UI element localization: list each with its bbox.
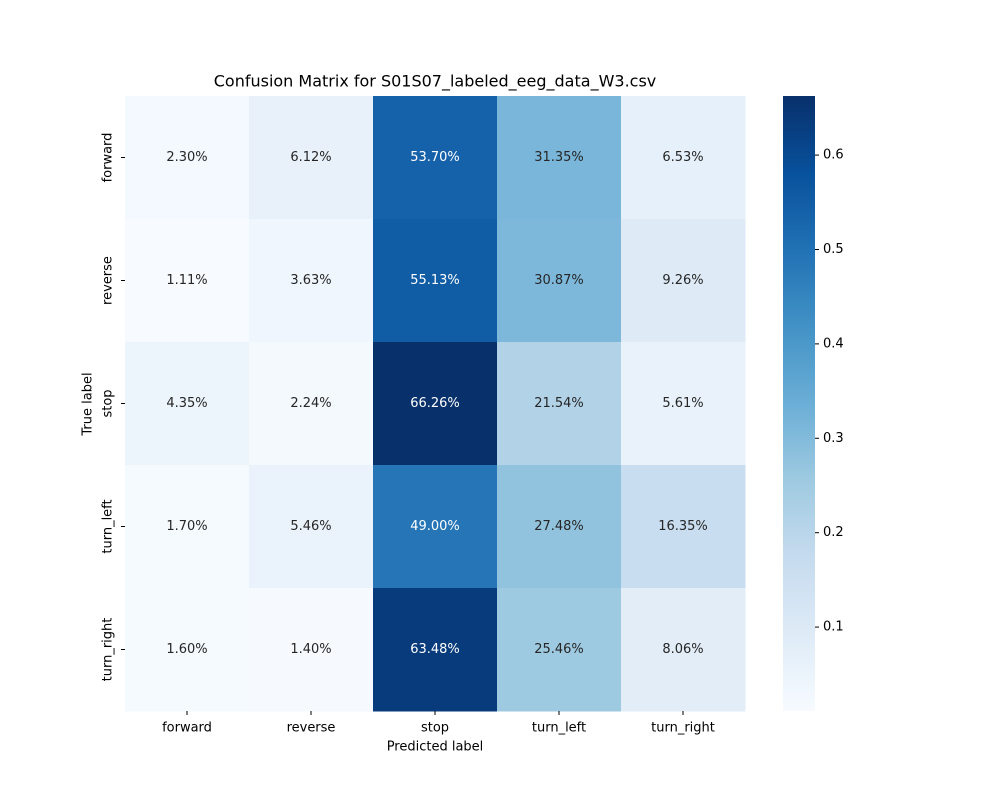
heatmap-cell xyxy=(373,219,498,343)
heatmap-cell xyxy=(125,342,250,466)
cell-label: 1.40% xyxy=(290,642,331,657)
cell-label: 66.26% xyxy=(410,396,460,411)
cell-label: 1.11% xyxy=(166,273,207,288)
cell-label: 4.35% xyxy=(166,396,207,411)
heatmap-cell xyxy=(249,465,374,589)
cell-label: 27.48% xyxy=(534,519,584,534)
heatmap-cell xyxy=(373,96,498,220)
heatmap-cell xyxy=(497,96,622,220)
cell-label: 1.60% xyxy=(166,642,207,657)
cell-label: 2.24% xyxy=(290,396,331,411)
x-tick-label: forward xyxy=(162,721,212,736)
cell-label: 55.13% xyxy=(410,273,460,288)
x-tick-label: reverse xyxy=(287,721,336,736)
cell-label: 3.63% xyxy=(290,273,331,288)
heatmap-cell xyxy=(125,588,250,712)
heatmap-cell xyxy=(125,219,250,343)
cell-label: 9.26% xyxy=(662,273,703,288)
heatmap-cell xyxy=(373,342,498,466)
y-axis-label: True label xyxy=(81,372,96,436)
cell-label: 49.00% xyxy=(410,519,460,534)
cell-label: 6.53% xyxy=(662,150,703,165)
heatmap-cell xyxy=(621,588,746,712)
cell-label: 53.70% xyxy=(410,150,460,165)
cell-label: 30.87% xyxy=(534,273,584,288)
heatmap-cell xyxy=(497,588,622,712)
chart-title: Confusion Matrix for S01S07_labeled_eeg_… xyxy=(214,72,657,92)
cell-label: 31.35% xyxy=(534,150,584,165)
y-tick-label: stop xyxy=(101,389,116,417)
cell-label: 1.70% xyxy=(166,519,207,534)
colorbar-tick-label: 0.1 xyxy=(823,620,844,635)
heatmap-cell xyxy=(373,465,498,589)
cell-label: 5.61% xyxy=(662,396,703,411)
cell-label: 6.12% xyxy=(290,150,331,165)
heatmap-cell xyxy=(249,219,374,343)
heatmap-cell xyxy=(621,342,746,466)
cell-label: 8.06% xyxy=(662,642,703,657)
cell-label: 25.46% xyxy=(534,642,584,657)
cell-label: 16.35% xyxy=(658,519,708,534)
colorbar-tick-label: 0.6 xyxy=(823,148,844,163)
heatmap-cell xyxy=(497,342,622,466)
heatmap-cell xyxy=(373,588,498,712)
y-tick-label: turn_right xyxy=(101,618,116,682)
colorbar-tick-label: 0.4 xyxy=(823,336,844,351)
heatmap-cell xyxy=(621,219,746,343)
heatmap-cell xyxy=(621,96,746,220)
heatmap-cell xyxy=(125,465,250,589)
colorbar-tick-label: 0.2 xyxy=(823,525,844,540)
cell-label: 63.48% xyxy=(410,642,460,657)
x-tick-label: turn_left xyxy=(532,721,586,736)
heatmap-cell xyxy=(249,96,374,220)
heatmap-cell xyxy=(621,465,746,589)
cell-label: 21.54% xyxy=(534,396,584,411)
heatmap-cell xyxy=(249,588,374,712)
x-axis-label: Predicted label xyxy=(387,740,484,755)
y-tick-label: forward xyxy=(101,133,116,183)
heatmap-cell xyxy=(125,96,250,220)
x-tick-label: stop xyxy=(421,721,449,736)
y-tick-label: reverse xyxy=(101,256,116,305)
heatmap-cell xyxy=(249,342,374,466)
heatmap-cell xyxy=(497,465,622,589)
cell-label: 5.46% xyxy=(290,519,331,534)
cell-label: 2.30% xyxy=(166,150,207,165)
colorbar-tick-label: 0.5 xyxy=(823,242,844,257)
x-tick-label: turn_right xyxy=(651,721,715,736)
y-tick-label: turn_left xyxy=(101,499,116,553)
colorbar xyxy=(783,96,815,711)
heatmap-cell xyxy=(497,219,622,343)
colorbar-tick-label: 0.3 xyxy=(823,431,844,446)
